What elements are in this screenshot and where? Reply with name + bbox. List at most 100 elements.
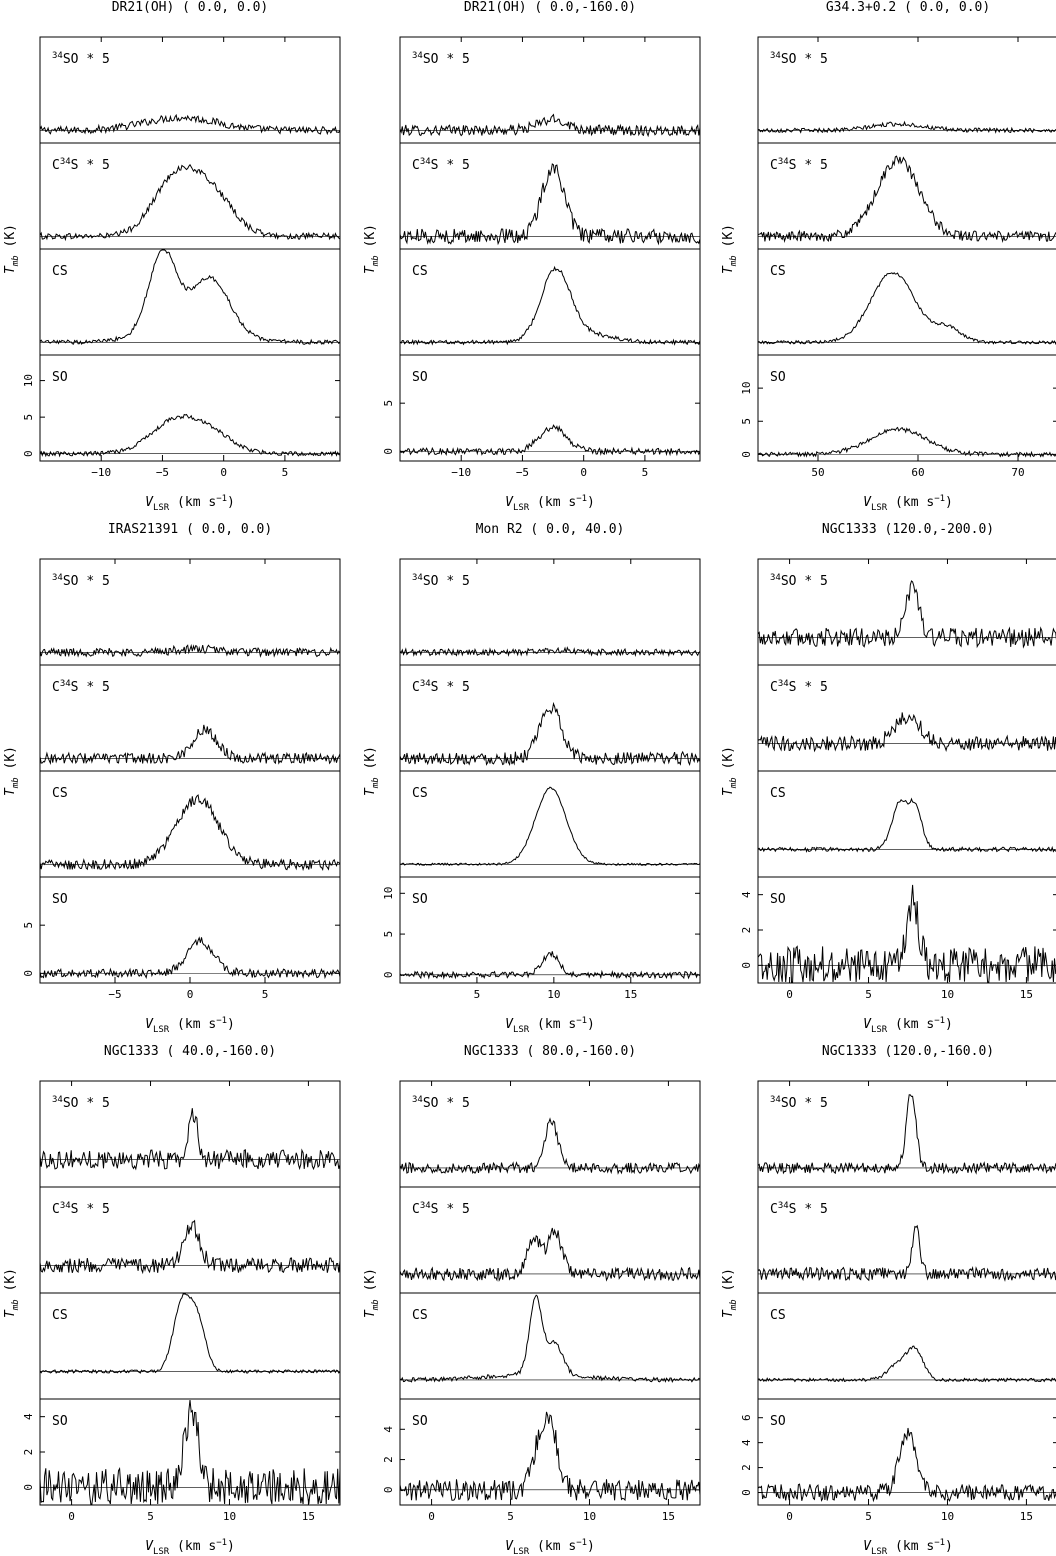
line-label: SO [770,892,786,907]
y-tick-label: 5 [22,922,35,929]
subpanel-0: 34SO * 5 [757,36,1056,144]
y-tick-label: 0 [740,962,753,969]
line-label: CS [770,1308,786,1323]
y-tick-label: 0 [22,450,35,457]
subpanel-1: C34S * 5 [757,1186,1056,1294]
y-axis-label: Tmb (K) [721,224,739,274]
line-label: 34SO * 5 [770,1095,828,1111]
x-axis-label: VLSR (km s−1) [863,494,953,513]
line-label: C34S * 5 [52,157,110,173]
line-label: C34S * 5 [412,679,470,695]
subpanel-3: SO 0 2 4 6 [740,1398,1056,1506]
x-tick-label: 0 [68,1510,75,1523]
x-tick-label: 70 [1011,466,1024,479]
spectrum-line [757,120,1056,134]
subpanel-2: CS [757,1292,1056,1400]
y-tick-label: 0 [740,451,753,458]
y-tick-label: 5 [382,400,395,407]
y-tick-label: 2 [22,1449,35,1456]
subpanel-2: CS [399,248,701,356]
y-tick-label: 2 [382,1456,395,1463]
x-tick-label: 15 [662,1510,675,1523]
subpanel-3: SO 0 5 10 [740,354,1056,462]
x-axis-label: VLSR (km s−1) [145,1538,235,1556]
spectrum-line [399,1117,701,1175]
y-tick-label: 10 [740,382,753,395]
subpanel-2: CS [39,1292,341,1400]
spectrum-line [757,155,1056,243]
spectrum-line [399,424,701,457]
spectrum-line [757,712,1056,753]
y-tick-label: 5 [382,931,395,938]
subpanel-0: 34SO * 5 [39,1080,341,1188]
line-label: 34SO * 5 [412,1095,470,1111]
subpanel-0: 34SO * 5 [399,558,701,666]
y-axis-label: Tmb (K) [721,746,739,796]
x-axis-label: VLSR (km s−1) [505,1538,595,1556]
x-tick-label: −10 [451,466,471,479]
subpanel-frame [757,1292,1056,1400]
y-tick-label: 5 [22,414,35,421]
x-axis-label: VLSR (km s−1) [145,494,235,513]
y-tick-label: 0 [382,972,395,979]
spectrum-line [39,724,341,766]
x-axis-label: VLSR (km s−1) [145,1016,235,1035]
x-tick-label: 0 [187,988,194,1001]
x-tick-label: 50 [811,466,824,479]
y-tick-label: 6 [740,1414,753,1421]
line-label: SO [770,370,786,385]
y-axis-label: Tmb (K) [363,746,381,796]
x-tick-label: 5 [282,466,289,479]
subpanel-1: C34S * 5 [757,142,1056,250]
panel-9: NGC1333 (120.0,-160.0) Tmb (K) 34SO * 5 C34… [721,1044,1056,1556]
x-tick-label: 0 [580,466,587,479]
spectrum-line [757,884,1056,983]
spectrum-line [39,1399,341,1505]
subpanel-1: C34S * 5 [399,664,701,772]
spectrum-line [39,413,341,458]
x-tick-label: 0 [786,988,793,1001]
spectrum-line [399,265,701,346]
x-tick-label: 5 [865,1510,872,1523]
y-tick-label: 4 [740,891,753,898]
panel-4: IRAS21391 ( 0.0, 0.0) Tmb (K) 34SO * 5 C34S… [3,522,341,1035]
y-tick-label: 10 [22,374,35,387]
spectrum-line [39,1108,341,1171]
spectrum-line [399,163,701,246]
line-label: SO [52,892,68,907]
x-tick-label: 10 [223,1510,236,1523]
line-label: CS [412,264,428,279]
spectrum-line [399,1227,701,1282]
line-label: 34SO * 5 [412,573,470,589]
panel-title: NGC1333 ( 40.0,-160.0) [104,1044,276,1059]
panel-title: DR21(OH) ( 0.0,-160.0) [464,0,636,15]
y-tick-label: 0 [22,970,35,977]
x-axis-label: VLSR (km s−1) [505,494,595,513]
y-tick-label: 2 [740,1464,753,1471]
y-tick-label: 0 [382,1487,395,1494]
subpanel-0: 34SO * 5 [39,36,341,144]
line-label: CS [770,786,786,801]
line-label: C34S * 5 [52,1201,110,1217]
subpanel-3: SO 0 5 [382,354,701,462]
subpanel-2: CS [39,248,341,356]
panel-title: NGC1333 ( 80.0,-160.0) [464,1044,636,1059]
y-axis-label: Tmb (K) [363,224,381,274]
x-tick-label: 5 [642,466,649,479]
line-label: 34SO * 5 [52,1095,110,1111]
panel-title: IRAS21391 ( 0.0, 0.0) [108,522,272,537]
x-tick-label: 15 [624,988,637,1001]
subpanel-1: C34S * 5 [757,664,1056,772]
subpanel-frame [757,248,1056,356]
subpanel-1: C34S * 5 [399,1186,701,1294]
subpanel-frame [399,248,701,356]
spectrum-line [39,936,341,980]
line-label: SO [412,1414,428,1429]
x-tick-label: 0 [220,466,227,479]
y-tick-label: 4 [740,1439,753,1446]
spectrum-line [757,1345,1056,1383]
x-tick-label: 0 [428,1510,435,1523]
subpanel-2: CS [757,770,1056,878]
spectrum-line [757,272,1056,346]
